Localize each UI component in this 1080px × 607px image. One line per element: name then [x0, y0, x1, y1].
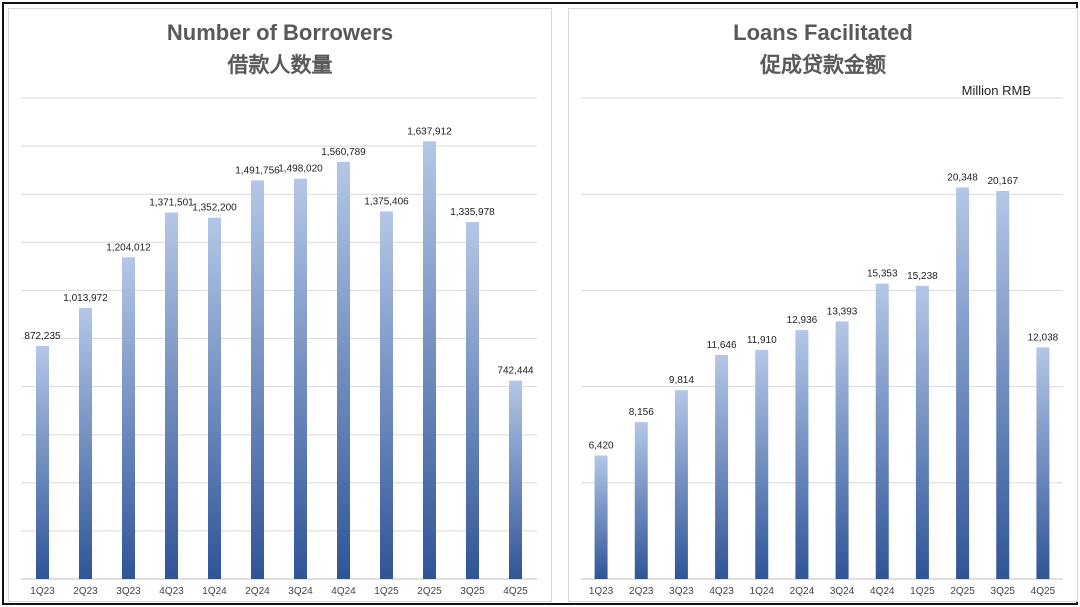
- loans-bar-4q23: [715, 354, 729, 579]
- borrowers-x-tick-3q23: 3Q23: [116, 586, 141, 597]
- borrowers-data-label-3q23: 1,204,012: [106, 242, 151, 253]
- borrowers-data-label-2q23: 1,013,972: [63, 293, 108, 304]
- borrowers-bar-2q23: [79, 308, 92, 579]
- loans-bar-2q24: [795, 330, 809, 579]
- borrowers-x-tick-4q23: 4Q23: [159, 586, 184, 597]
- borrowers-chart: Number of Borrowers 借款人数量 872,235 1,013,9…: [21, 20, 537, 597]
- loans-x-tick-2q24: 2Q24: [790, 586, 815, 597]
- borrowers-x-tick-3q24: 3Q24: [288, 586, 313, 597]
- borrowers-data-label-3q24: 1,498,020: [278, 164, 323, 175]
- borrowers-bar-1q24: [208, 217, 221, 579]
- loans-chart: Loans Facilitated 促成贷款金额 Million RMB 6,4…: [581, 20, 1063, 597]
- loans-bar-3q23: [674, 390, 688, 579]
- loans-bar-1q24: [755, 349, 769, 579]
- borrowers-bar-4q23: [165, 212, 178, 579]
- borrowers-data-label-1q25: 1,375,406: [364, 196, 409, 207]
- borrowers-bar-1q25: [380, 211, 393, 580]
- loans-chart-unit-label: Million RMB: [962, 83, 1031, 98]
- loans-chart-subtitle: 促成贷款金额: [759, 53, 886, 77]
- loans-bar-2q25: [956, 187, 970, 579]
- loans-x-tick-2q23: 2Q23: [629, 586, 654, 597]
- borrowers-chart-panel: Number of Borrowers 借款人数量 872,235 1,013,9…: [8, 8, 552, 602]
- loans-bar-3q24: [835, 321, 849, 579]
- loans-x-tick-1q24: 1Q24: [750, 586, 775, 597]
- borrowers-bar-2q25: [423, 141, 436, 579]
- borrowers-x-tick-2q24: 2Q24: [245, 586, 270, 597]
- loans-chart-title: Loans Facilitated: [733, 20, 913, 45]
- loans-data-label-3q23: 9,814: [669, 375, 694, 386]
- loans-data-label-1q25: 15,238: [907, 271, 938, 282]
- loans-data-label-2q25: 20,348: [947, 173, 978, 184]
- borrowers-data-label-4q24: 1,560,789: [321, 147, 366, 158]
- loans-data-label-4q24: 15,353: [867, 269, 898, 280]
- loans-x-tick-3q24: 3Q24: [830, 586, 855, 597]
- loans-x-tick-3q25: 3Q25: [991, 586, 1016, 597]
- borrowers-data-label-4q23: 1,371,501: [149, 198, 194, 209]
- borrowers-data-label-2q25: 1,637,912: [407, 126, 452, 137]
- borrowers-data-label-2q24: 1,491,756: [235, 165, 280, 176]
- loans-bar-4q24: [875, 283, 889, 579]
- borrowers-x-tick-1q25: 1Q25: [374, 586, 399, 597]
- borrowers-chart-subtitle: 借款人数量: [227, 53, 333, 77]
- loans-data-label-1q24: 11,910: [747, 335, 777, 346]
- loans-bar-2q23: [634, 422, 648, 579]
- loans-data-label-2q23: 8,156: [629, 407, 654, 418]
- borrowers-x-tick-2q23: 2Q23: [73, 586, 98, 597]
- loans-bar-1q23: [594, 455, 608, 579]
- loans-data-label-1q23: 6,420: [589, 440, 614, 451]
- loans-x-tick-4q25: 4Q25: [1031, 586, 1056, 597]
- borrowers-bar-2q24: [251, 180, 264, 580]
- borrowers-x-tick-2q25: 2Q25: [417, 586, 442, 597]
- borrowers-x-tick-1q23: 1Q23: [30, 586, 55, 597]
- borrowers-data-label-4q25: 742,444: [497, 366, 534, 377]
- loans-data-label-3q24: 13,393: [827, 306, 858, 317]
- borrowers-bar-3q25: [466, 221, 479, 579]
- loans-x-tick-4q23: 4Q23: [709, 586, 734, 597]
- loans-bar-4q25: [1036, 347, 1050, 579]
- borrowers-x-tick-4q25: 4Q25: [503, 586, 528, 597]
- borrowers-data-label-1q24: 1,352,200: [192, 203, 237, 214]
- loans-x-tick-1q23: 1Q23: [589, 586, 614, 597]
- loans-x-tick-1q25: 1Q25: [910, 586, 935, 597]
- borrowers-x-tick-4q24: 4Q24: [331, 586, 356, 597]
- loans-x-tick-4q24: 4Q24: [870, 586, 895, 597]
- loans-data-label-4q25: 12,038: [1028, 332, 1059, 343]
- borrowers-bar-3q23: [122, 257, 135, 579]
- borrowers-bar-1q23: [36, 345, 49, 579]
- borrowers-bar-3q24: [294, 178, 307, 579]
- borrowers-bar-4q25: [509, 380, 522, 579]
- loans-x-tick-2q25: 2Q25: [950, 586, 975, 597]
- borrowers-chart-title: Number of Borrowers: [167, 20, 393, 45]
- loans-bar-1q25: [915, 285, 929, 579]
- borrowers-data-label-1q23: 872,235: [24, 331, 61, 342]
- loans-data-label-4q23: 11,646: [707, 340, 737, 351]
- loans-chart-panel: Loans Facilitated 促成贷款金额 Million RMB 6,4…: [568, 8, 1078, 602]
- loans-x-tick-3q23: 3Q23: [669, 586, 694, 597]
- loans-data-label-3q25: 20,167: [987, 176, 1018, 187]
- borrowers-x-tick-3q25: 3Q25: [460, 586, 485, 597]
- borrowers-data-label-3q25: 1,335,978: [450, 207, 495, 218]
- borrowers-bar-4q24: [337, 161, 350, 580]
- loans-data-label-2q24: 12,936: [787, 315, 818, 326]
- loans-bar-3q25: [996, 190, 1010, 579]
- borrowers-x-tick-1q24: 1Q24: [202, 586, 227, 597]
